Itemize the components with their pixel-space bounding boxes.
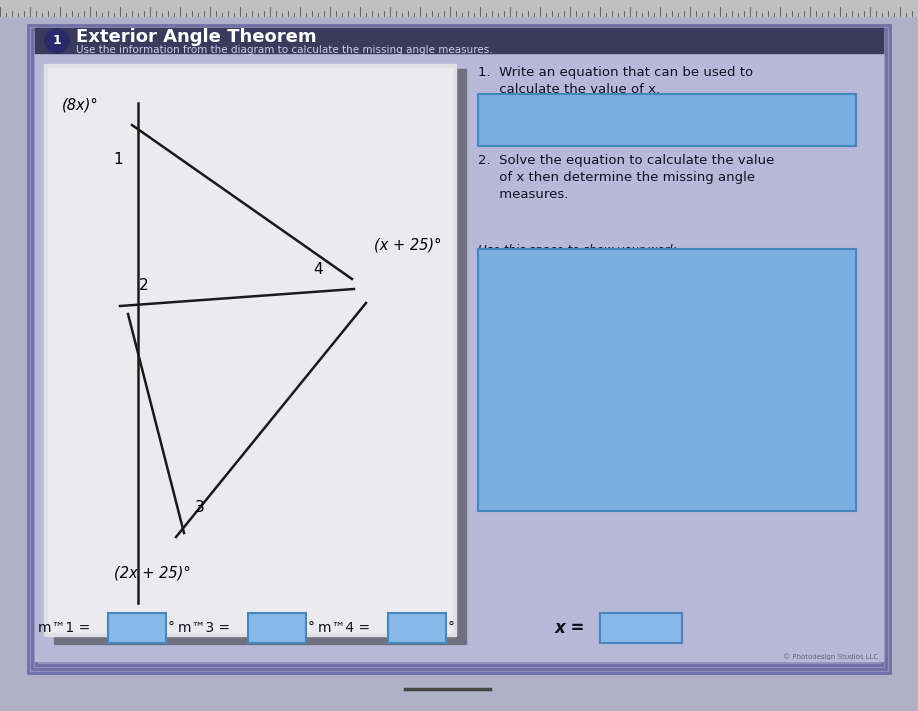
Circle shape xyxy=(45,29,69,53)
Text: 3: 3 xyxy=(196,500,205,515)
Text: 2: 2 xyxy=(140,279,149,294)
Text: 1.  Write an equation that can be used to
     calculate the value of x.: 1. Write an equation that can be used to… xyxy=(478,66,753,96)
Text: Use this space to show your work.: Use this space to show your work. xyxy=(478,244,680,257)
Bar xyxy=(35,28,883,53)
Text: Exterior Angle Theorem: Exterior Angle Theorem xyxy=(76,28,317,46)
FancyBboxPatch shape xyxy=(108,613,166,643)
FancyBboxPatch shape xyxy=(600,613,682,643)
Text: 1: 1 xyxy=(113,151,123,166)
Text: © Photodesign Studios LLC: © Photodesign Studios LLC xyxy=(783,653,878,661)
Text: °: ° xyxy=(308,621,315,635)
Text: (x + 25)°: (x + 25)° xyxy=(375,237,442,252)
Text: 1: 1 xyxy=(52,35,62,48)
Text: x =: x = xyxy=(555,619,586,637)
Bar xyxy=(36,33,882,665)
FancyBboxPatch shape xyxy=(478,94,856,146)
Text: 4: 4 xyxy=(313,262,323,277)
Bar xyxy=(35,53,883,661)
FancyBboxPatch shape xyxy=(388,613,446,643)
Text: (2x + 25)°: (2x + 25)° xyxy=(114,565,190,580)
Text: °: ° xyxy=(168,621,175,635)
Text: m™4 =: m™4 = xyxy=(318,621,370,635)
Bar xyxy=(44,64,456,636)
Text: m™1 =: m™1 = xyxy=(38,621,90,635)
FancyBboxPatch shape xyxy=(248,613,306,643)
Text: Use the information from the diagram to calculate the missing angle measures.: Use the information from the diagram to … xyxy=(76,45,493,55)
Text: (8x)°: (8x)° xyxy=(62,97,98,112)
FancyBboxPatch shape xyxy=(478,249,856,511)
Text: °: ° xyxy=(448,621,455,635)
Text: 2.  Solve the equation to calculate the value
     of x then determine the missi: 2. Solve the equation to calculate the v… xyxy=(478,154,775,201)
Text: m™3 =: m™3 = xyxy=(178,621,230,635)
Bar xyxy=(0,0,918,16)
Bar xyxy=(54,69,466,644)
Bar xyxy=(48,68,452,632)
